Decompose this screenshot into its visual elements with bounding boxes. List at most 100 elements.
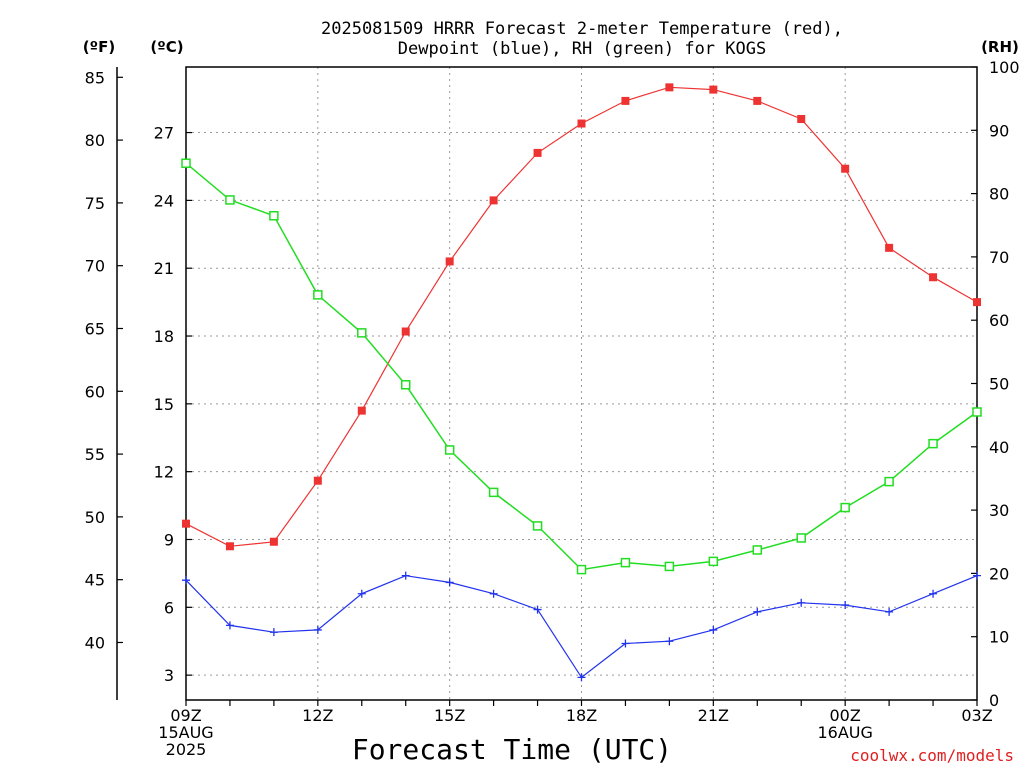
celsius-tick-label: 24 [154, 191, 174, 210]
dewpoint-point [885, 607, 894, 616]
dewpoint-point [709, 625, 718, 634]
x-tick-label: 18Z [566, 706, 597, 725]
dewpoint-point [841, 601, 850, 610]
rh-point [972, 407, 982, 417]
x-tick-date-label: 16AUG [817, 723, 872, 742]
temperature-point [665, 83, 674, 92]
dewpoint-point [313, 625, 322, 634]
temperature-point [401, 327, 410, 336]
rh-point [488, 487, 499, 498]
plot-frame [185, 66, 978, 701]
dewpoint-point [489, 589, 498, 598]
rh-point [400, 380, 411, 390]
rh-point [269, 211, 279, 221]
temperature-point [533, 148, 542, 157]
temperature-point [182, 519, 190, 528]
rh-point [884, 476, 894, 487]
dewpoint-point [357, 589, 366, 598]
rh-point [576, 564, 587, 575]
dewpoint-point [269, 628, 278, 637]
dewpoint-point [797, 598, 806, 607]
fahrenheit-tick-label: 80 [85, 131, 105, 150]
dewpoint-point [621, 639, 630, 648]
rh-point [357, 328, 367, 338]
rh-tick-label: 50 [989, 375, 1009, 394]
rh-point [664, 561, 675, 572]
x-tick-label: 09Z [170, 706, 201, 725]
rh-point [708, 556, 719, 567]
chart-title-line1: 2025081509 HRRR Forecast 2-meter Tempera… [321, 19, 843, 39]
dewpoint-point [401, 571, 410, 580]
rh-tick-label: 20 [989, 564, 1009, 583]
chart-title-line2: Dewpoint (blue), RH (green) for KOGS [398, 39, 766, 59]
rh-point [532, 521, 543, 531]
dewpoint-point [929, 589, 938, 598]
rh-point [181, 158, 191, 168]
dewpoint-point [533, 605, 542, 614]
dewpoint-point [182, 576, 190, 585]
temperature-point [709, 85, 718, 94]
x-tick-date-label: 15AUG [158, 723, 213, 742]
temperature-point [885, 243, 894, 252]
rh-tick-label: 100 [989, 58, 1020, 77]
rh-tick-label: 90 [989, 121, 1009, 140]
grid-layer [186, 67, 977, 700]
series-layer [181, 83, 982, 682]
rh-tick-label: 40 [989, 438, 1009, 457]
temperature-point [621, 96, 630, 105]
rh-point [796, 533, 806, 543]
fahrenheit-tick-label: 40 [85, 633, 105, 652]
fahrenheit-tick-label: 55 [85, 445, 105, 464]
celsius-tick-label: 3 [164, 666, 174, 685]
rh-point [840, 502, 850, 513]
temperature-point [313, 476, 322, 485]
fahrenheit-tick-label: 70 [85, 257, 105, 276]
rh-tick-label: 70 [989, 248, 1009, 267]
rh-point [620, 557, 631, 568]
x-tick-label: 00Z [830, 706, 861, 725]
celsius-tick-label: 6 [164, 598, 174, 617]
rh-tick-label: 10 [989, 628, 1009, 647]
dewpoint-point [445, 578, 454, 587]
fahrenheit-tick-label: 45 [85, 571, 105, 590]
temperature-point [357, 406, 366, 415]
rh-axis-unit: (RH) [981, 38, 1019, 56]
rh-point [928, 438, 938, 449]
temperature-point [797, 114, 806, 123]
fahrenheit-tick-label: 60 [85, 382, 105, 401]
x-tick-label: 15Z [434, 706, 465, 725]
temperature-point [753, 96, 762, 105]
rh-point [752, 545, 763, 555]
celsius-tick-label: 12 [154, 463, 174, 482]
temperature-point [577, 119, 586, 128]
dewpoint-point [973, 571, 981, 580]
fahrenheit-tick-label: 85 [85, 68, 105, 87]
celsius-tick-label: 27 [154, 124, 174, 143]
celsius-axis-unit: (ºC) [150, 38, 183, 56]
credit-text: coolwx.com/models [850, 746, 1014, 765]
temperature-point [269, 537, 278, 546]
rh-point [444, 445, 455, 455]
temperature-point [489, 196, 498, 205]
rh-point [313, 290, 323, 300]
rh-tick-label: 60 [989, 311, 1009, 330]
x-axis-title: Forecast Time (UTC) [352, 733, 672, 766]
x-tick-label: 03Z [961, 706, 992, 725]
fahrenheit-tick-label: 50 [85, 508, 105, 527]
rh-tick-label: 0 [989, 691, 999, 710]
dewpoint-point [753, 607, 762, 616]
temperature-point [841, 164, 850, 173]
temperature-point [445, 257, 454, 266]
rh-point [225, 195, 235, 205]
dewpoint-point [665, 637, 674, 646]
x-tick-label: 21Z [698, 706, 729, 725]
rh-tick-label: 30 [989, 501, 1009, 520]
celsius-tick-label: 21 [154, 259, 174, 278]
fahrenheit-axis-unit: (ºF) [83, 38, 115, 56]
rh-tick-label: 80 [989, 185, 1009, 204]
fahrenheit-tick-label: 65 [85, 319, 105, 338]
temperature-point [929, 273, 938, 282]
axes-layer: 40 45 50 55 60 65 70 75 80 85 3 6 9 12 15 18 21 24 27 0 10 20… [85, 58, 1020, 759]
